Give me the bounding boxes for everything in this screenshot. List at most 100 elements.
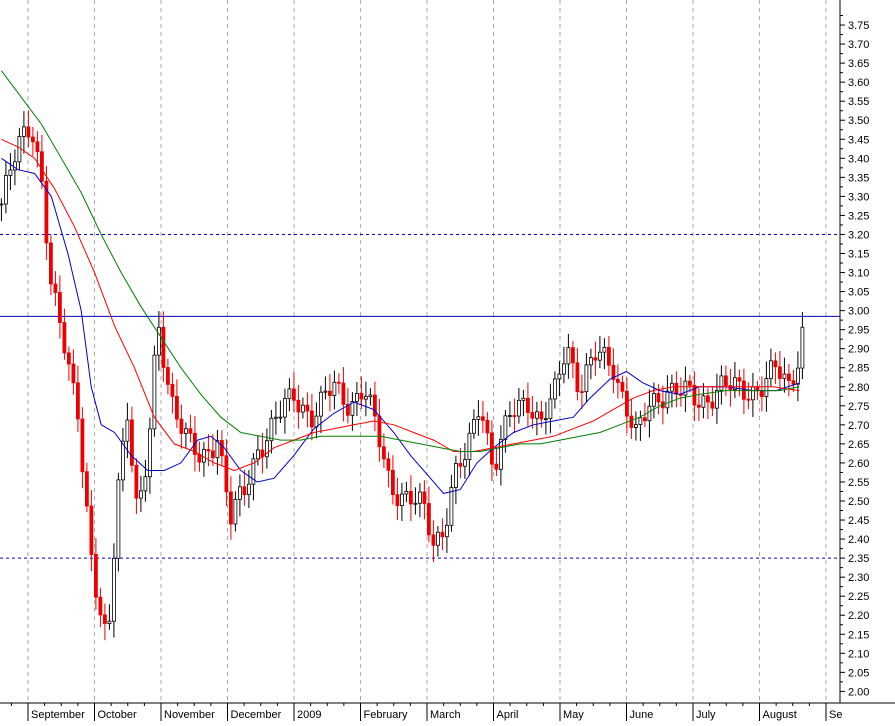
candle-body bbox=[368, 394, 373, 398]
candle-body bbox=[4, 175, 8, 205]
candle-body bbox=[710, 401, 715, 409]
x-tick-label: March bbox=[430, 709, 461, 721]
candle-body bbox=[188, 428, 193, 434]
candle-body bbox=[485, 419, 490, 434]
candle-body bbox=[300, 404, 305, 413]
candle-body bbox=[143, 476, 148, 492]
candle-body bbox=[341, 382, 346, 405]
candle-body bbox=[737, 377, 742, 382]
candle-body bbox=[314, 415, 319, 428]
y-tick-label: 2.60 bbox=[848, 458, 869, 470]
candle-body bbox=[228, 491, 233, 525]
candle-body bbox=[778, 366, 782, 379]
candle-body bbox=[53, 283, 58, 293]
candle-body bbox=[471, 419, 476, 434]
y-tick-label: 3.30 bbox=[848, 191, 869, 203]
candle-body bbox=[273, 416, 278, 419]
candle-body bbox=[530, 412, 535, 419]
candle-body bbox=[566, 347, 571, 365]
candle-body bbox=[359, 392, 364, 400]
candle-body bbox=[147, 428, 152, 478]
y-tick-label: 2.15 bbox=[848, 629, 869, 641]
candle-body bbox=[71, 363, 76, 384]
candle-body bbox=[517, 399, 521, 417]
candle-body bbox=[598, 351, 602, 361]
candle-body bbox=[507, 415, 512, 417]
y-tick-label: 2.00 bbox=[848, 686, 869, 698]
candle-body bbox=[327, 390, 332, 396]
candle-body bbox=[215, 440, 220, 459]
candle-body bbox=[94, 554, 98, 598]
y-tick-label: 2.30 bbox=[848, 572, 869, 584]
candle-body bbox=[390, 469, 395, 496]
y-tick-label: 3.55 bbox=[848, 96, 869, 108]
candle-body bbox=[121, 440, 125, 481]
x-tick-label: September bbox=[31, 709, 85, 721]
candle-body bbox=[512, 415, 517, 417]
y-tick-label: 2.10 bbox=[848, 648, 869, 660]
y-tick-label: 2.85 bbox=[848, 363, 869, 375]
candle-body bbox=[715, 389, 719, 409]
candle-body bbox=[602, 346, 607, 353]
candle-body bbox=[291, 388, 296, 401]
candle-body bbox=[206, 449, 211, 452]
candle-body bbox=[179, 418, 184, 434]
candle-body bbox=[593, 357, 598, 361]
candle-body bbox=[417, 491, 422, 504]
y-tick-label: 2.20 bbox=[848, 610, 869, 622]
y-tick-label: 3.20 bbox=[848, 229, 869, 241]
candle-body bbox=[278, 416, 283, 419]
y-tick-label: 3.45 bbox=[848, 134, 869, 146]
candle-body bbox=[85, 471, 89, 507]
candle-body bbox=[287, 388, 292, 400]
candle-body bbox=[589, 357, 593, 366]
candle-body bbox=[129, 419, 134, 466]
candle-body bbox=[476, 416, 481, 420]
y-tick-label: 3.65 bbox=[848, 58, 869, 70]
candle-body bbox=[395, 494, 400, 507]
candle-body bbox=[526, 397, 530, 413]
candle-body bbox=[165, 367, 170, 385]
candle-body bbox=[652, 393, 656, 407]
candle-body bbox=[134, 464, 139, 499]
x-tick-label: May bbox=[563, 709, 584, 721]
candle-body bbox=[557, 373, 562, 380]
y-tick-label: 3.35 bbox=[848, 172, 869, 184]
candle-body bbox=[161, 326, 166, 368]
candle-body bbox=[580, 391, 584, 394]
candle-body bbox=[746, 398, 751, 401]
candle-body bbox=[210, 450, 215, 459]
candle-body bbox=[219, 440, 224, 457]
candle-body bbox=[449, 487, 454, 526]
candle-body bbox=[494, 463, 499, 470]
candle-body bbox=[8, 169, 13, 176]
candle-body bbox=[611, 364, 616, 380]
candle-body bbox=[246, 483, 251, 496]
candle-body bbox=[413, 502, 418, 505]
x-tick-label: July bbox=[696, 709, 716, 721]
x-tick-label: November bbox=[164, 709, 215, 721]
x-tick-label: December bbox=[231, 709, 282, 721]
candle-body bbox=[769, 360, 773, 379]
gridlines bbox=[27, 0, 827, 703]
candle-body bbox=[40, 151, 44, 182]
y-tick-label: 2.75 bbox=[848, 401, 869, 413]
candle-body bbox=[787, 373, 791, 382]
candle-body bbox=[548, 398, 553, 420]
candle-body bbox=[237, 486, 242, 500]
candle-body bbox=[440, 531, 445, 538]
candle-body bbox=[224, 455, 229, 493]
candle-body bbox=[643, 417, 647, 422]
candle-body bbox=[544, 418, 548, 421]
candle-body bbox=[377, 415, 382, 448]
candle-body bbox=[67, 352, 71, 365]
candle-body bbox=[584, 364, 589, 393]
candle-body bbox=[444, 524, 449, 538]
candle-body bbox=[255, 449, 260, 460]
candle-body bbox=[422, 491, 427, 504]
moving-average-line bbox=[0, 70, 800, 452]
candle-body bbox=[706, 395, 710, 403]
y-tick-label: 2.35 bbox=[848, 553, 869, 565]
candle-body bbox=[562, 363, 566, 375]
